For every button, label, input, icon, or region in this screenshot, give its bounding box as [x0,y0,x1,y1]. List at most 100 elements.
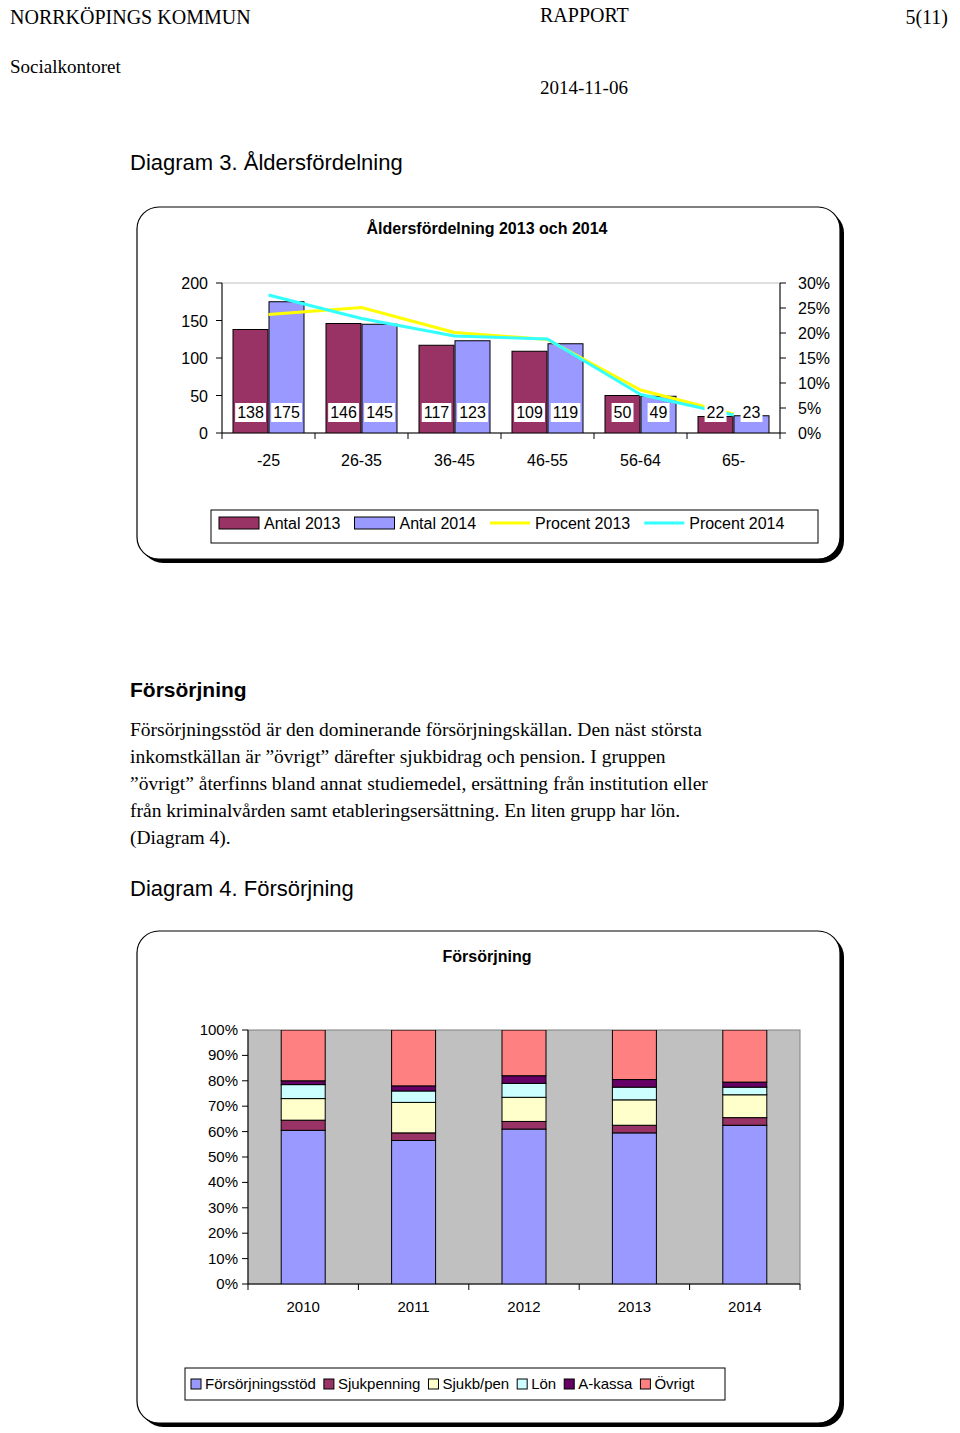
x-tick [579,1284,580,1290]
bar-segment [392,1086,436,1091]
date: 2014-11-06 [540,77,628,98]
y2-tick [780,308,786,309]
legend-swatch [324,1379,334,1389]
legend-swatch [640,1379,650,1389]
y-tick-label: 10% [208,1250,238,1267]
bar-segment [281,1120,325,1130]
y-tick [216,320,222,321]
y-tick-label: 80% [208,1072,238,1089]
legend-swatch [428,1379,438,1389]
bar-segment [612,1100,656,1125]
bar [362,324,397,433]
legend-label: Försörjningsstöd [205,1375,316,1392]
chart-box [137,931,840,1423]
y-tick-label: 20% [208,1224,238,1241]
bar-segment [723,1118,767,1126]
data-label-bg [612,403,634,422]
data-label-bg [705,403,727,422]
legend-label: Sjukpenning [338,1375,421,1392]
paragraph-line: ”övrigt” återfinns bland annat studiemed… [130,773,708,794]
x-tick [689,1284,690,1290]
data-label: 175 [273,404,300,421]
line [269,295,734,415]
marks [281,1030,767,1284]
paragraph-line: Försörjningsstöd är den dominerande förs… [130,719,702,740]
x-tick [315,433,316,439]
bar-segment [392,1102,436,1132]
x-tick-label: 36-45 [434,452,475,469]
legend-label: Antal 2013 [264,515,341,532]
y-tick-label: 150 [181,313,208,330]
y-tick-label: 0 [199,425,208,442]
data-label-bg [648,403,670,422]
x-tick [468,1284,469,1290]
legend-swatch [564,1379,574,1389]
y-tick [242,1131,248,1132]
y-tick [242,1030,248,1031]
y2-tick-label: 0% [798,425,821,442]
bar-segment [281,1099,325,1121]
legend-label: Lön [531,1375,556,1392]
bar-segment [612,1125,656,1133]
bar-segment [281,1085,325,1099]
data-label-bg [328,403,359,422]
marks [233,295,769,433]
y-tick [242,1284,248,1285]
bar-segment [612,1087,656,1100]
bar-segment [281,1030,325,1081]
legend-label: Antal 2014 [400,515,477,532]
x-tick-label: 2010 [287,1298,320,1315]
x-tick [594,433,595,439]
y2-tick [780,283,786,284]
bar [233,330,268,434]
chart-title: Försörjning [443,948,532,965]
bar [512,351,547,433]
plot-area [222,283,780,433]
bar-segment [612,1030,656,1080]
bar [419,345,454,433]
x-tick-label: 2013 [618,1298,651,1315]
data-label: 50 [614,404,632,421]
y-tick [242,1182,248,1183]
organization: NORRKÖPINGS KOMMUN [10,6,251,28]
data-label: 109 [516,404,543,421]
bar-segment [612,1133,656,1284]
caption: Diagram 3. Åldersfördelning [130,150,403,175]
legend-label: Procent 2014 [689,515,784,532]
legend-swatch [355,517,395,529]
caption: Diagram 4. Försörjning [130,876,354,901]
legend-swatch [517,1379,527,1389]
x-tick-label: 56-64 [620,452,661,469]
bar-segment [281,1081,325,1085]
data-label: 123 [459,404,486,421]
legend-box [185,1368,725,1400]
bar-segment [612,1080,656,1088]
y-tick-label: 90% [208,1046,238,1063]
x-tick [780,433,781,439]
plot-area [248,1030,800,1284]
legend-swatch [644,522,684,525]
y-tick-label: 50 [190,388,208,405]
legend-label: Sjukb/pen [442,1375,509,1392]
y-tick [216,433,222,434]
bar-segment [723,1087,767,1095]
y2-tick-label: 15% [798,350,830,367]
x-tick [222,433,223,439]
y-tick-label: 30% [208,1199,238,1216]
y-tick [242,1055,248,1056]
bar-segment [392,1133,436,1141]
y-tick-label: 40% [208,1173,238,1190]
data-labels: 13814611710950221751451231194923 [235,403,762,422]
x-tick-label: 2012 [507,1298,540,1315]
paragraph-line: från kriminalvården samt etableringsersä… [130,800,680,821]
y-tick-label: 100 [181,350,208,367]
y2-tick-label: 20% [798,325,830,342]
x-tick [248,1284,249,1290]
y2-tick [780,333,786,334]
doc-type: RAPPORT [540,4,629,26]
y2-tick [780,433,786,434]
legend-box [211,510,818,543]
bar-segment [392,1091,436,1102]
data-label: 146 [330,404,357,421]
x-tick-label: 46-55 [527,452,568,469]
